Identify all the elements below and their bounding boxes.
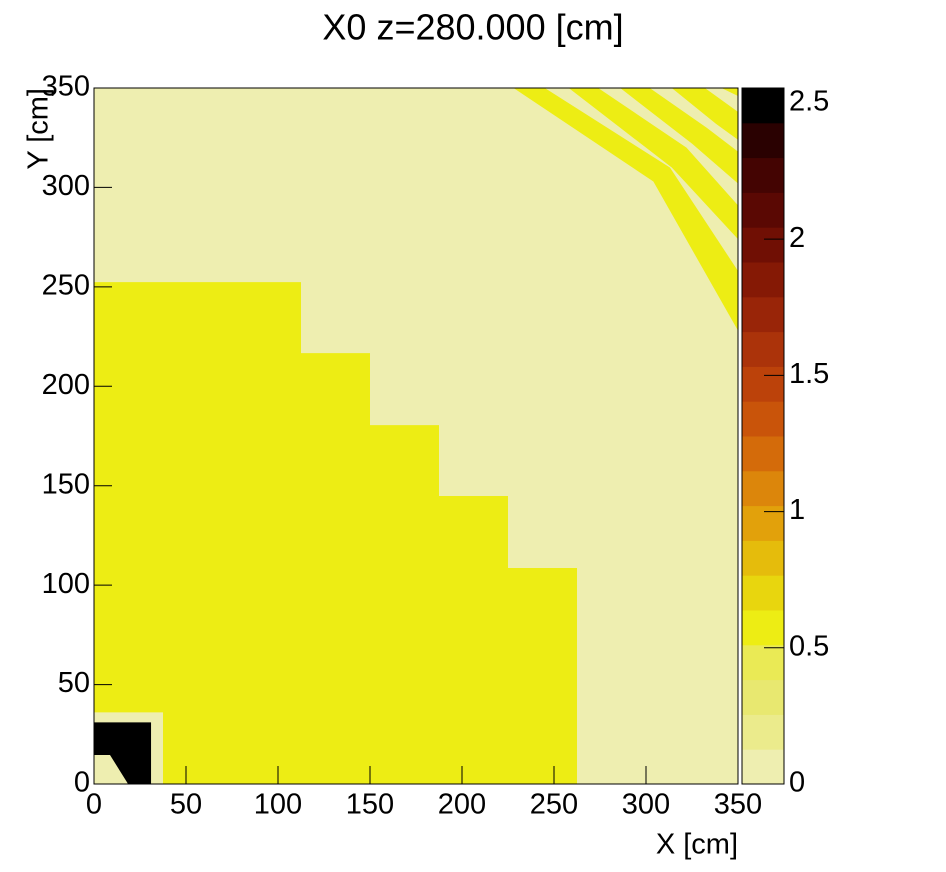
colorbar-bin <box>742 192 784 228</box>
region <box>513 88 738 331</box>
y-tick-label: 200 <box>42 369 90 401</box>
colorbar-bin <box>742 227 784 263</box>
x-tick-label: 50 <box>170 789 202 821</box>
region <box>94 754 129 784</box>
z-tick-label: 1.5 <box>789 358 829 390</box>
x-tick-label: 250 <box>530 789 578 821</box>
x-tick-label: 350 <box>714 789 762 821</box>
colorbar-bin <box>742 749 784 785</box>
chart-title: X0 z=280.000 [cm] <box>322 7 623 48</box>
colorbar-bin <box>742 157 784 193</box>
y-tick-label: 250 <box>42 270 90 302</box>
colorbar-bin <box>742 436 784 472</box>
x-tick-label: 300 <box>622 789 670 821</box>
colorbar-bin <box>742 714 784 750</box>
z-tick-label: 0 <box>789 767 805 799</box>
x-tick-label: 0 <box>86 789 102 821</box>
x-tick-label: 100 <box>254 789 302 821</box>
colorbar-bin <box>742 575 784 611</box>
region <box>671 88 738 140</box>
y-tick-label: 300 <box>42 170 90 202</box>
y-tick-label: 0 <box>74 767 90 799</box>
x-tick-label: 150 <box>346 789 394 821</box>
colorbar-bin <box>742 679 784 715</box>
y-tick-label: 350 <box>42 71 90 103</box>
x-tick-label: 200 <box>438 789 486 821</box>
z-tick-label: 2.5 <box>789 86 829 118</box>
colorbar-bin <box>742 610 784 646</box>
region <box>721 88 738 96</box>
colorbar-bin <box>742 470 784 507</box>
region <box>94 282 577 784</box>
region <box>620 88 738 184</box>
colorbar-bin <box>742 366 784 402</box>
y-tick-label: 50 <box>58 667 90 699</box>
colorbar-bin <box>742 88 784 124</box>
y-tick-label: 100 <box>42 568 90 600</box>
z-tick-label: 1 <box>789 494 805 526</box>
colorbar-bin <box>742 401 784 437</box>
colorbar-frame <box>741 87 785 785</box>
plot-frame <box>93 87 739 785</box>
z-tick-label: 0.5 <box>789 630 829 662</box>
colorbar-bin <box>742 331 784 367</box>
colorbar-bin <box>742 540 784 576</box>
x-axis-label: X [cm] <box>656 829 738 861</box>
colorbar-bin <box>742 296 784 333</box>
z-tick-label: 2 <box>789 222 805 254</box>
colorbar-bin <box>742 644 784 681</box>
colorbar-bin <box>742 505 784 541</box>
y-tick-label: 150 <box>42 468 90 500</box>
colorbar-bin <box>742 262 784 298</box>
y-axis-label: Y [cm] <box>23 88 55 170</box>
colorbar-bin <box>742 122 784 159</box>
